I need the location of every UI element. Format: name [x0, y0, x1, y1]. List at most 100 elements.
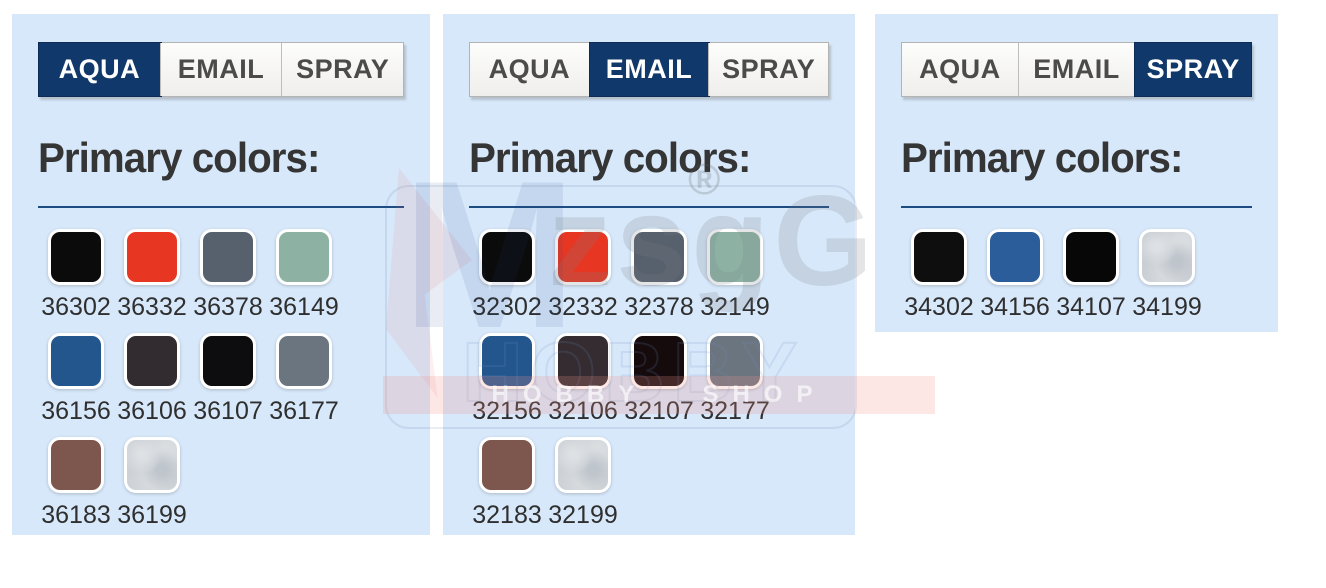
- paint-type-tabs: AQUA EMAIL SPRAY: [38, 42, 404, 97]
- color-swatch: [631, 229, 687, 285]
- swatch-cell: 36156: [41, 333, 111, 426]
- divider-line: [469, 206, 829, 208]
- swatch-cell: 34107: [1056, 229, 1126, 322]
- swatch-cell: 36378: [193, 229, 263, 322]
- swatch-row: 32156 32106 32107 32177: [472, 333, 829, 426]
- swatch-code: 36302: [41, 293, 111, 321]
- swatch-cell: 36177: [269, 333, 339, 426]
- swatch-code: 32183: [472, 501, 542, 529]
- swatch-code: 36156: [41, 397, 111, 425]
- swatch-row: 32183 32199: [472, 437, 829, 530]
- swatch-code: 32106: [548, 397, 618, 425]
- swatch-cell: 32156: [472, 333, 542, 426]
- color-swatch: [631, 333, 687, 389]
- color-swatch: [200, 229, 256, 285]
- color-swatch: [987, 229, 1043, 285]
- divider-line: [901, 206, 1252, 208]
- color-swatch: [124, 333, 180, 389]
- tab-email[interactable]: EMAIL: [160, 43, 283, 96]
- swatch-code: 36177: [269, 397, 339, 425]
- tab-spray[interactable]: SPRAY: [1134, 42, 1253, 97]
- section-title: Primary colors:: [469, 134, 751, 181]
- tab-aqua[interactable]: AQUA: [38, 42, 162, 97]
- color-swatch: [555, 437, 611, 493]
- color-swatch: [707, 229, 763, 285]
- paint-type-tabs: AQUA EMAIL SPRAY: [469, 42, 829, 97]
- swatch-code: 36199: [117, 501, 187, 529]
- swatch-cell: 32106: [548, 333, 618, 426]
- swatch-row: 36302 36332 36378 36149: [41, 229, 404, 322]
- tab-spray[interactable]: SPRAY: [282, 43, 404, 96]
- color-swatch: [479, 229, 535, 285]
- color-swatch: [1139, 229, 1195, 285]
- color-swatch: [48, 437, 104, 493]
- swatch-cell: 32302: [472, 229, 542, 322]
- color-swatch: [707, 333, 763, 389]
- swatch-code: 36378: [193, 293, 263, 321]
- color-swatch: [124, 229, 180, 285]
- swatch-code: 34107: [1056, 293, 1126, 321]
- color-swatch: [555, 333, 611, 389]
- swatch-code: 36106: [117, 397, 187, 425]
- swatch-row: 36156 36106 36107 36177: [41, 333, 404, 426]
- swatch-cell: 36332: [117, 229, 187, 322]
- paint-panel-email: AQUA EMAIL SPRAY Primary colors: 32302 3…: [443, 14, 855, 535]
- tab-aqua[interactable]: AQUA: [470, 43, 590, 96]
- swatch-row: 36183 36199: [41, 437, 404, 530]
- swatch-cell: 34199: [1132, 229, 1202, 322]
- swatch-cell: 34156: [980, 229, 1050, 322]
- swatch-code: 32199: [548, 501, 618, 529]
- color-swatch: [124, 437, 180, 493]
- paint-panel-spray: AQUA EMAIL SPRAY Primary colors: 34302 3…: [875, 14, 1278, 332]
- color-swatch: [479, 333, 535, 389]
- swatch-cell: 36183: [41, 437, 111, 530]
- swatch-code: 32332: [548, 293, 618, 321]
- color-swatch: [555, 229, 611, 285]
- swatch-cell: 36302: [41, 229, 111, 322]
- color-swatch: [1063, 229, 1119, 285]
- swatch-code: 32378: [624, 293, 694, 321]
- tab-aqua[interactable]: AQUA: [902, 43, 1019, 96]
- swatch-code: 34156: [980, 293, 1050, 321]
- swatch-cell: 32107: [624, 333, 694, 426]
- section-title: Primary colors:: [38, 134, 320, 181]
- swatch-code: 36183: [41, 501, 111, 529]
- color-swatch: [200, 333, 256, 389]
- divider-line: [38, 206, 404, 208]
- swatch-code: 32302: [472, 293, 542, 321]
- swatch-code: 32107: [624, 397, 694, 425]
- swatch-grid: 34302 34156 34107 34199: [904, 229, 1252, 322]
- color-swatch: [48, 333, 104, 389]
- swatch-code: 34302: [904, 293, 974, 321]
- swatch-code: 36107: [193, 397, 263, 425]
- tab-email[interactable]: EMAIL: [588, 42, 711, 97]
- tab-spray[interactable]: SPRAY: [709, 43, 829, 96]
- swatch-code: 36149: [269, 293, 339, 321]
- swatch-cell: 32149: [700, 229, 770, 322]
- swatch-code: 36332: [117, 293, 187, 321]
- swatch-code: 34199: [1132, 293, 1202, 321]
- color-swatch: [48, 229, 104, 285]
- swatch-cell: 34302: [904, 229, 974, 322]
- swatch-grid: 32302 32332 32378 32149 32156 32106: [472, 229, 829, 530]
- swatch-code: 32149: [700, 293, 770, 321]
- color-swatch: [479, 437, 535, 493]
- color-swatch: [911, 229, 967, 285]
- swatch-code: 32177: [700, 397, 770, 425]
- color-swatch: [276, 333, 332, 389]
- swatch-cell: 32332: [548, 229, 618, 322]
- swatch-cell: 36106: [117, 333, 187, 426]
- swatch-cell: 36149: [269, 229, 339, 322]
- swatch-cell: 32183: [472, 437, 542, 530]
- color-swatch: [276, 229, 332, 285]
- swatch-cell: 36107: [193, 333, 263, 426]
- paint-type-tabs: AQUA EMAIL SPRAY: [901, 42, 1253, 97]
- swatch-code: 32156: [472, 397, 542, 425]
- tab-email[interactable]: EMAIL: [1018, 43, 1136, 96]
- swatch-cell: 32378: [624, 229, 694, 322]
- swatch-cell: 32177: [700, 333, 770, 426]
- paint-panel-aqua: AQUA EMAIL SPRAY Primary colors: 36302 3…: [12, 14, 430, 535]
- swatch-row: 32302 32332 32378 32149: [472, 229, 829, 322]
- swatch-cell: 32199: [548, 437, 618, 530]
- swatch-cell: 36199: [117, 437, 187, 530]
